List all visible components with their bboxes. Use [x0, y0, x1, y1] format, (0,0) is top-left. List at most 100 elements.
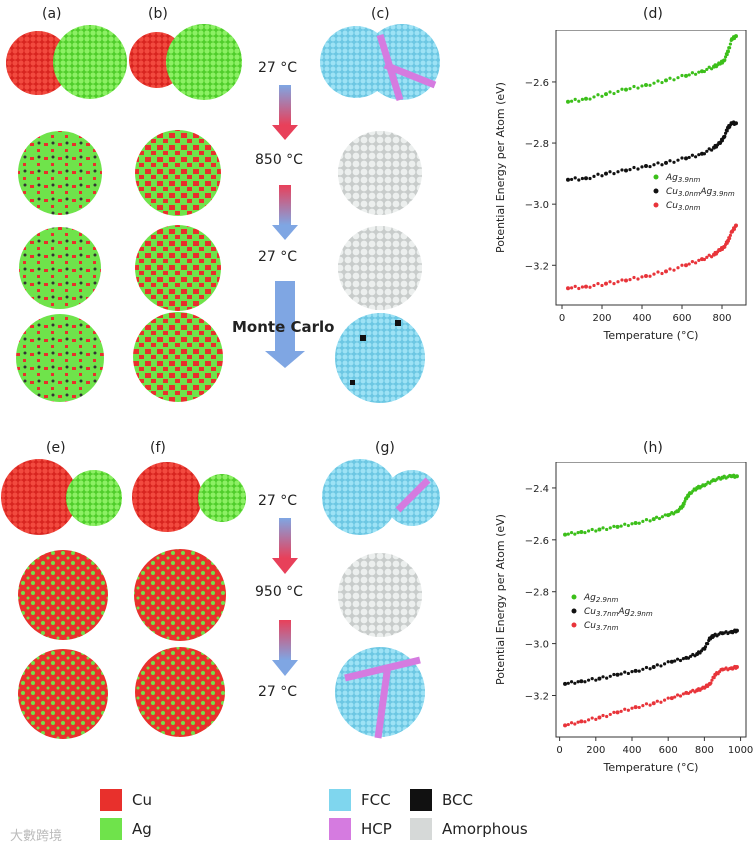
legend-marker [653, 202, 659, 208]
data-point [683, 499, 687, 504]
data-point [623, 522, 627, 526]
data-point [563, 532, 568, 537]
y-tick-label: −3.2 [525, 691, 549, 702]
temp-label-bottom-1: 27 °C [258, 493, 298, 509]
data-point [630, 522, 634, 526]
data-point [628, 278, 632, 282]
data-point [600, 174, 604, 178]
data-point [728, 236, 732, 240]
data-point [655, 699, 659, 703]
x-tick-label: 400 [622, 745, 641, 756]
data-point [624, 168, 628, 173]
y-tick-label: −2.6 [525, 78, 549, 89]
data-point [664, 78, 668, 83]
data-point [710, 255, 714, 259]
x-tick-label: 200 [586, 745, 605, 756]
chart-h: 0 200 400 600 800 1000 −3.2 −3.0 −2.8 −2.6 −2.4 Tem… [494, 462, 753, 774]
hcp-swatch [329, 818, 351, 840]
monte-carlo-arrow [265, 281, 305, 368]
legend-bcc-label: BCC [442, 791, 473, 809]
legend-ag-label: Ag [132, 820, 152, 838]
data-point [662, 662, 667, 666]
data-point [616, 170, 620, 174]
data-point [588, 176, 592, 181]
panel-label-d: (d) [643, 6, 663, 22]
data-point [709, 681, 713, 685]
data-point [579, 530, 584, 535]
data-point [668, 159, 672, 163]
data-point [573, 284, 577, 288]
data-point [724, 131, 728, 135]
legend-hcp: HCP [329, 818, 392, 840]
data-point [577, 178, 581, 182]
data-point [636, 277, 640, 281]
data-point [566, 681, 570, 685]
data-point [687, 262, 691, 266]
legend-hcp-label: HCP [361, 820, 392, 838]
data-point [608, 170, 612, 174]
data-point [705, 255, 709, 259]
data-point [624, 87, 628, 92]
temp-label-bottom-3: 27 °C [258, 684, 298, 700]
data-point [626, 523, 630, 528]
data-point [615, 524, 620, 529]
x-tick-label: 400 [632, 313, 651, 324]
data-point [707, 147, 711, 151]
x-tick-label: 0 [556, 745, 562, 756]
data-point [680, 263, 684, 267]
data-point [616, 89, 620, 94]
data-point [577, 286, 581, 291]
data-point [660, 271, 664, 276]
data-point [594, 529, 598, 533]
data-point [676, 158, 680, 162]
data-point [592, 95, 596, 99]
data-point [660, 515, 664, 519]
data-point [734, 474, 739, 479]
data-point [703, 645, 708, 649]
data-point [600, 283, 604, 288]
panel-label-h: (h) [643, 440, 663, 456]
data-point [681, 692, 685, 696]
data-point [579, 679, 584, 684]
y-tick-label: −2.4 [525, 484, 549, 495]
legend-bcc: BCC [410, 789, 473, 811]
data-point [734, 121, 738, 126]
data-point [648, 519, 652, 523]
data-point [628, 87, 632, 91]
data-point [700, 151, 704, 156]
data-point [620, 87, 624, 91]
data-point [723, 134, 727, 138]
data-point [684, 73, 688, 78]
data-point [662, 698, 667, 702]
data-point [601, 713, 605, 718]
data-point [612, 91, 616, 96]
data-point [656, 161, 660, 165]
data-point [612, 672, 616, 677]
data-point [619, 672, 623, 676]
data-point [563, 723, 568, 728]
data-point [569, 530, 574, 535]
legend-label: Cu3.0nm [666, 201, 701, 212]
data-point [604, 92, 608, 97]
data-point [633, 668, 638, 673]
data-point [619, 709, 623, 713]
legend-marker [571, 622, 577, 628]
data-point [633, 705, 638, 710]
data-point [644, 163, 648, 168]
legend-fcc-label: FCC [361, 791, 391, 809]
data-point [734, 664, 739, 669]
data-point [680, 156, 684, 160]
panel-label-g: (g) [375, 440, 395, 456]
data-point [669, 696, 674, 701]
data-point [651, 664, 656, 669]
data-point [681, 657, 685, 661]
data-point [566, 177, 570, 182]
data-point [707, 65, 711, 69]
data-point [608, 280, 612, 284]
data-point [608, 526, 612, 530]
data-point [678, 658, 683, 663]
data-point [604, 281, 608, 286]
legend-marker [571, 594, 577, 600]
data-point [570, 286, 574, 290]
